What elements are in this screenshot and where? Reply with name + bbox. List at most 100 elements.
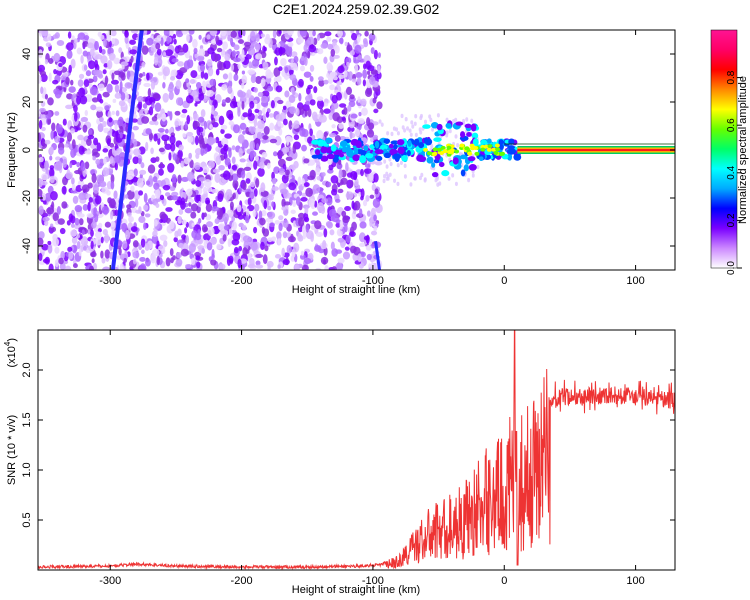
heatmap-cell [39, 107, 46, 113]
heatmap-cell [229, 167, 234, 176]
heatmap-cell [100, 236, 104, 244]
heatmap-cell [162, 184, 171, 191]
colorbar-tick-label: 0.4 [726, 165, 737, 179]
heatmap-cell [262, 254, 268, 265]
heatmap-cell [324, 31, 332, 37]
signal-cell [390, 140, 400, 145]
heatmap-cell [289, 74, 297, 81]
heatmap-cell [178, 242, 184, 249]
heatmap-cell [217, 193, 224, 202]
heatmap-cell [162, 66, 171, 77]
heatmap-cell [308, 44, 317, 53]
heatmap-cell [206, 221, 214, 228]
signal-cell [463, 164, 469, 172]
heatmap-cell [326, 221, 333, 229]
heatmap-cell [294, 264, 300, 270]
heatmap-x-label: Height of straight line (km) [292, 284, 420, 296]
heatmap-cell [221, 137, 229, 147]
heatmap-cell [194, 164, 201, 171]
signal-cell [396, 139, 405, 146]
y-tick-label: -20 [21, 190, 33, 206]
signal-cell [442, 149, 448, 154]
heatmap-cell [182, 133, 187, 138]
heatmap-cell [65, 76, 70, 85]
snr-y-scale-label: (x104) [3, 338, 18, 368]
heatmap-cell [370, 230, 378, 236]
heatmap-cell [78, 192, 87, 201]
heatmap-cell [56, 124, 63, 134]
signal-cell [426, 156, 434, 164]
heatmap-cell [204, 137, 208, 143]
heatmap-cell [132, 156, 139, 165]
heatmap-cell [261, 209, 267, 217]
heatmap-cell [247, 197, 252, 206]
heatmap-cell [94, 213, 99, 223]
heatmap-cell [190, 70, 198, 79]
heatmap-cell [338, 74, 345, 79]
heatmap-cell [150, 157, 157, 164]
heatmap-cell [231, 216, 236, 222]
heatmap-cell [399, 160, 403, 166]
heatmap-cell [262, 228, 270, 237]
heatmap-cell [348, 231, 356, 238]
heatmap-cell [98, 46, 103, 54]
heatmap-cell [241, 49, 245, 59]
heatmap-cell [44, 160, 49, 171]
heatmap-cell [255, 177, 260, 188]
heatmap-cell [358, 111, 362, 117]
heatmap-cell [89, 86, 98, 96]
heatmap-cell [241, 82, 245, 89]
heatmap-cell [122, 240, 128, 250]
heatmap-cell [283, 118, 288, 126]
heatmap-cell [52, 79, 59, 85]
heatmap-cell [73, 38, 78, 44]
heatmap-cell [79, 95, 88, 105]
signal-cell [406, 149, 411, 157]
signal-cell [454, 149, 460, 154]
heatmap-cell [136, 177, 144, 188]
heatmap-cell [139, 256, 146, 262]
heatmap-cell [372, 97, 377, 104]
heatmap-cell [312, 30, 316, 37]
heatmap-cell [313, 86, 318, 94]
heatmap-cell [186, 82, 191, 88]
heatmap-cell [277, 42, 281, 49]
heatmap-cell [102, 266, 111, 270]
heatmap-cell [334, 198, 341, 203]
heatmap-cell [285, 169, 290, 176]
heatmap-cell [368, 33, 376, 42]
heatmap-cell [131, 118, 138, 123]
heatmap-cell [385, 164, 389, 169]
heatmap-cell [256, 143, 260, 151]
heatmap-cell [364, 88, 373, 98]
heatmap-cell [263, 126, 270, 135]
heatmap-cell [104, 233, 110, 244]
heatmap-cell [42, 216, 50, 222]
heatmap-cell [62, 118, 67, 126]
heatmap-cell [181, 176, 189, 182]
heatmap-cell [197, 116, 205, 123]
heatmap-cell [353, 172, 358, 181]
heatmap-cell [116, 148, 123, 154]
heatmap-cell [303, 71, 312, 78]
heatmap-cell [365, 244, 372, 251]
heatmap-cell [177, 174, 182, 184]
x-tick-label: 0 [501, 275, 507, 287]
heatmap-cell [68, 86, 76, 93]
heatmap-cell [140, 238, 146, 248]
heatmap-cell [275, 85, 283, 93]
heatmap-cell [110, 180, 115, 190]
heatmap-cell [152, 230, 158, 238]
heatmap-cell [287, 30, 294, 36]
heatmap-cell [265, 111, 270, 118]
heatmap-cell [72, 195, 79, 204]
heatmap-cell [223, 225, 230, 231]
heatmap-x-axis: -300 -200 -100 0 100 [99, 30, 645, 287]
heatmap-cell [168, 152, 172, 161]
heatmap-cell [153, 133, 158, 142]
heatmap-cell [113, 57, 121, 65]
heatmap-cell [239, 122, 247, 131]
heatmap-cell [354, 128, 361, 137]
heatmap-cell [331, 188, 338, 196]
snr-y-axis: 0.5 1.0 1.5 2.0 [21, 362, 675, 528]
